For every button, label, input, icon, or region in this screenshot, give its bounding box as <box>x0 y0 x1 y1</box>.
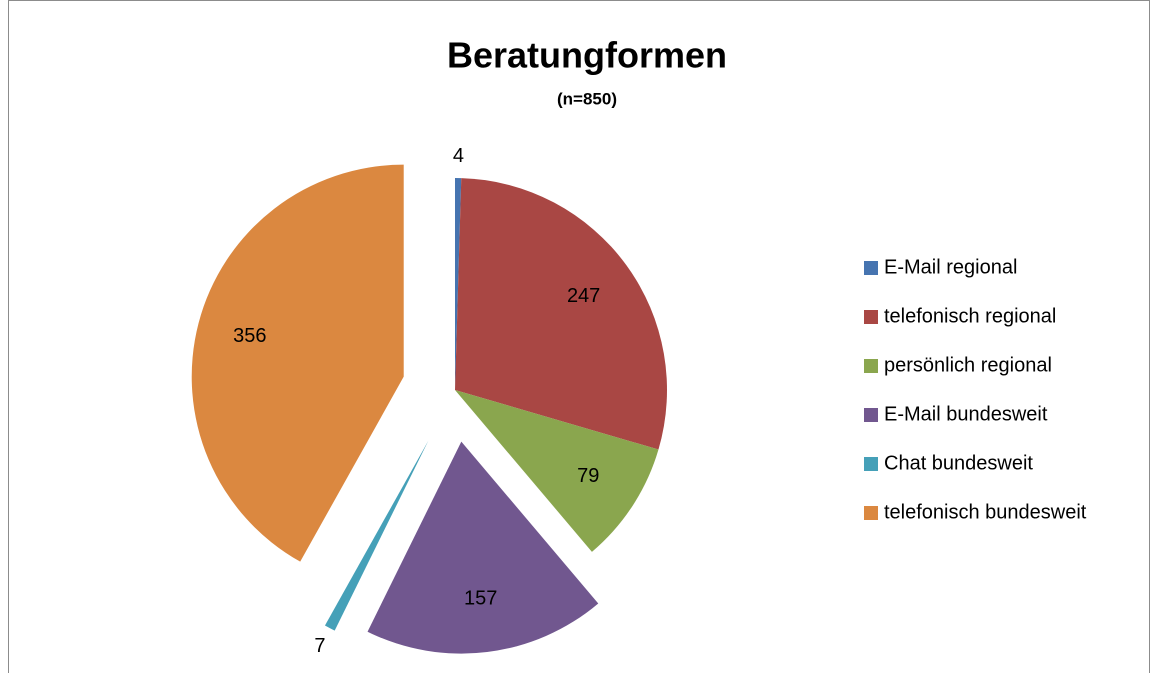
legend-label: telefonisch regional <box>884 305 1056 327</box>
pie-slice <box>455 178 667 450</box>
chart-title: Beratungformen <box>447 35 727 76</box>
data-label: 356 <box>233 325 266 347</box>
legend-swatch <box>864 359 878 373</box>
legend-swatch <box>864 506 878 520</box>
pie-slice <box>367 441 599 654</box>
data-label: 247 <box>567 285 600 307</box>
legend-swatch <box>864 457 878 471</box>
legend-label: E-Mail regional <box>884 256 1017 278</box>
chart-subtitle: (n=850) <box>557 89 617 108</box>
data-label: 4 <box>453 145 464 167</box>
data-label: 157 <box>464 588 497 610</box>
legend-label: Chat bundesweit <box>884 452 1033 474</box>
pie-slice <box>455 178 462 390</box>
data-label: 79 <box>577 465 599 487</box>
legend-swatch <box>864 408 878 422</box>
legend-label: telefonisch bundesweit <box>884 501 1087 523</box>
legend-label: E-Mail bundesweit <box>884 403 1048 425</box>
pie-slice <box>191 164 404 562</box>
legend-swatch <box>864 310 878 324</box>
pie-slice <box>455 390 659 552</box>
legend-label: persönlich regional <box>884 354 1052 376</box>
legend-swatch <box>864 261 878 275</box>
pie-slice <box>324 440 429 631</box>
data-label: 7 <box>314 635 325 657</box>
